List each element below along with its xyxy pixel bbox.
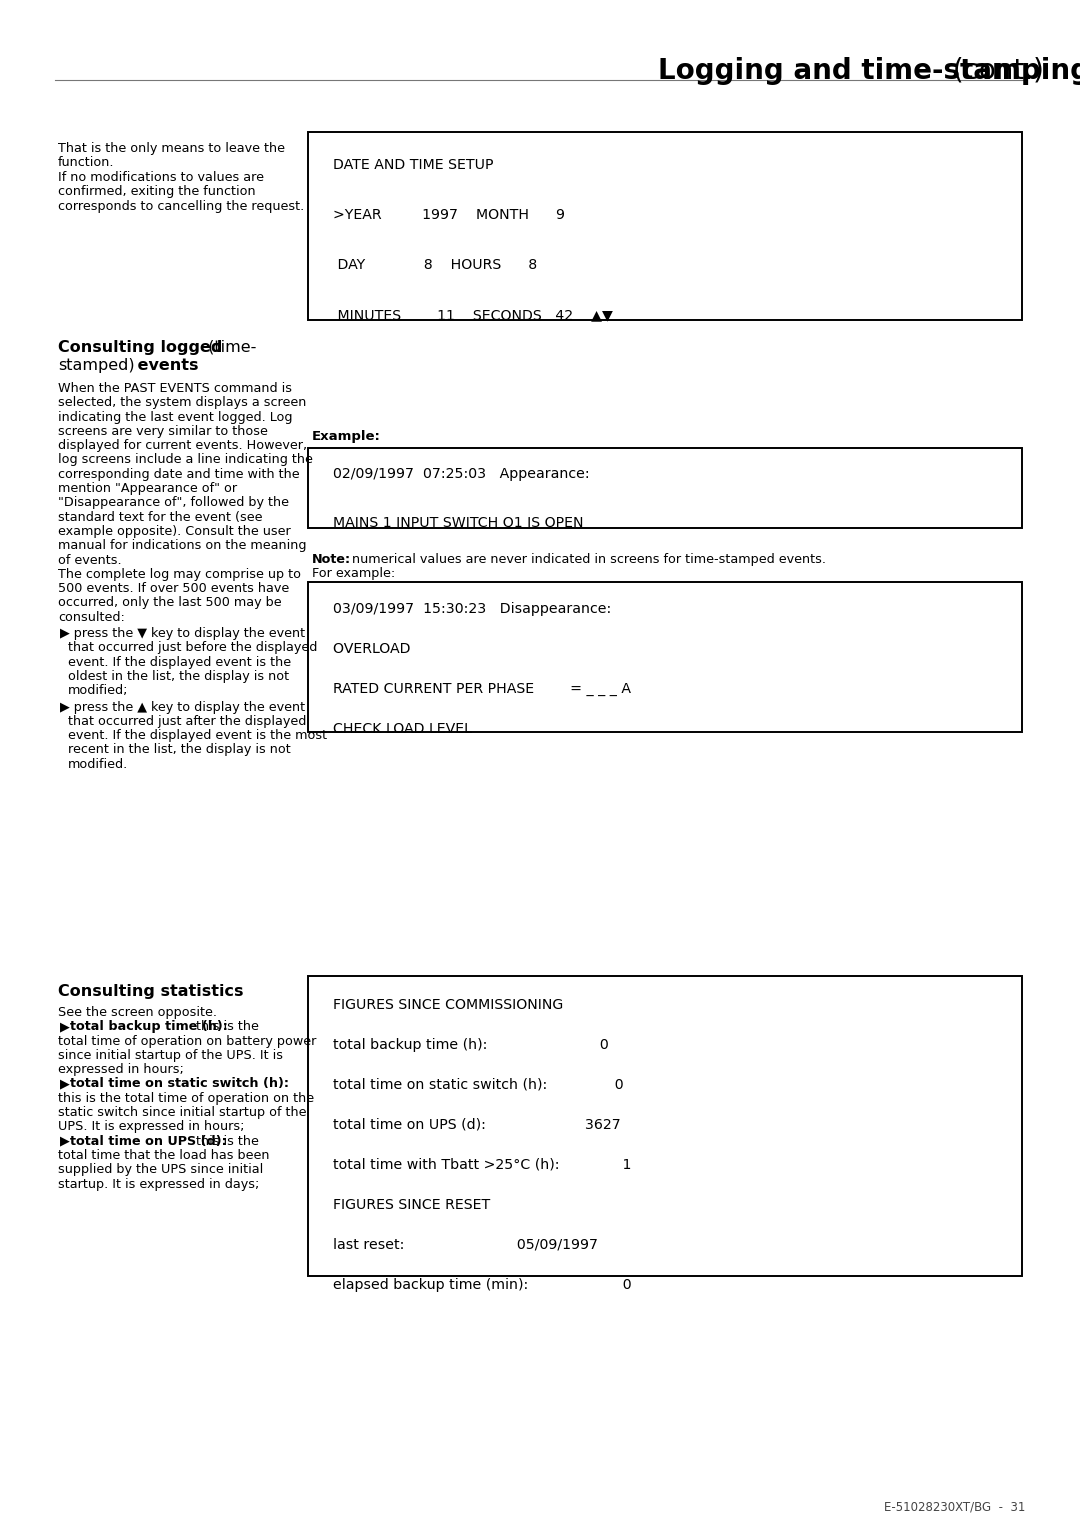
Text: of events.: of events. (58, 554, 122, 567)
Text: corresponding date and time with the: corresponding date and time with the (58, 467, 299, 481)
Bar (308, 131, 1022, 321)
Text: "Disappearance of", followed by the: "Disappearance of", followed by the (58, 496, 289, 510)
Text: example opposite). Consult the user: example opposite). Consult the user (58, 525, 291, 538)
Text: total time that the load has been: total time that the load has been (58, 1148, 270, 1162)
Text: oldest in the list, the display is not: oldest in the list, the display is not (68, 670, 289, 683)
Text: log screens include a line indicating the: log screens include a line indicating th… (58, 454, 313, 467)
Text: When the PAST EVENTS command is: When the PAST EVENTS command is (58, 382, 292, 395)
Text: since initial startup of the UPS. It is: since initial startup of the UPS. It is (58, 1049, 283, 1061)
Text: supplied by the UPS since initial: supplied by the UPS since initial (58, 1164, 264, 1176)
Text: this is the total time of operation on the: this is the total time of operation on t… (58, 1092, 314, 1106)
Text: occurred, only the last 500 may be: occurred, only the last 500 may be (58, 597, 282, 609)
Text: mention "Appearance of" or: mention "Appearance of" or (58, 483, 238, 495)
Text: 02/09/1997  07:25:03   Appearance:: 02/09/1997 07:25:03 Appearance: (324, 467, 590, 481)
Text: total time with Tbatt >25°C (h):              1: total time with Tbatt >25°C (h): 1 (324, 1157, 632, 1173)
Text: recent in the list, the display is not: recent in the list, the display is not (68, 744, 291, 756)
Text: Example:: Example: (312, 431, 381, 443)
Text: corresponds to cancelling the request.: corresponds to cancelling the request. (58, 200, 305, 212)
Text: Consulting logged: Consulting logged (58, 341, 222, 354)
Text: confirmed, exiting the function: confirmed, exiting the function (58, 185, 256, 199)
Text: static switch since initial startup of the: static switch since initial startup of t… (58, 1106, 307, 1119)
Text: total time on UPS (d):: total time on UPS (d): (70, 1135, 227, 1148)
Text: this is the: this is the (192, 1020, 259, 1034)
Text: Consulting statistics: Consulting statistics (58, 983, 243, 999)
Text: modified.: modified. (68, 757, 129, 771)
Text: Note:: Note: (312, 553, 351, 567)
Bar (308, 447, 1022, 528)
Text: FIGURES SINCE COMMISSIONING: FIGURES SINCE COMMISSIONING (324, 999, 564, 1012)
Text: 03/09/1997  15:30:23   Disappearance:: 03/09/1997 15:30:23 Disappearance: (324, 602, 611, 615)
Text: numerical values are never indicated in screens for time-stamped events.: numerical values are never indicated in … (348, 553, 826, 567)
Text: That is the only means to leave the: That is the only means to leave the (58, 142, 285, 156)
Text: (time-: (time- (203, 341, 256, 354)
Text: stamped): stamped) (58, 357, 135, 373)
Text: ▶ press the ▲ key to display the event: ▶ press the ▲ key to display the event (60, 701, 306, 713)
Text: ▶: ▶ (60, 1078, 70, 1090)
Text: startup. It is expressed in days;: startup. It is expressed in days; (58, 1177, 259, 1191)
Text: See the screen opposite.: See the screen opposite. (58, 1006, 217, 1019)
Text: DAY             8    HOURS      8: DAY 8 HOURS 8 (324, 258, 537, 272)
Text: MINUTES        11    SECONDS   42    ▲▼: MINUTES 11 SECONDS 42 ▲▼ (324, 308, 612, 322)
Text: >YEAR         1997    MONTH      9: >YEAR 1997 MONTH 9 (324, 208, 565, 221)
Text: total time on static switch (h):               0: total time on static switch (h): 0 (324, 1078, 623, 1092)
Text: FIGURES SINCE RESET: FIGURES SINCE RESET (324, 1199, 490, 1212)
Text: MAINS 1 INPUT SWITCH Q1 IS OPEN: MAINS 1 INPUT SWITCH Q1 IS OPEN (324, 515, 583, 528)
Text: ▶: ▶ (60, 1135, 70, 1148)
Text: this is the: this is the (192, 1135, 259, 1148)
Text: elapsed backup time (min):                     0: elapsed backup time (min): 0 (324, 1278, 632, 1292)
Text: OVERLOAD: OVERLOAD (324, 641, 410, 657)
Text: total time on UPS (d):                      3627: total time on UPS (d): 3627 (324, 1118, 621, 1132)
Text: For example:: For example: (312, 568, 395, 580)
Text: UPS. It is expressed in hours;: UPS. It is expressed in hours; (58, 1121, 244, 1133)
Text: CHECK LOAD LEVEL: CHECK LOAD LEVEL (324, 722, 472, 736)
Text: E-51028230XT/BG  -  31: E-51028230XT/BG - 31 (883, 1500, 1025, 1513)
Text: last reset:                         05/09/1997: last reset: 05/09/1997 (324, 1238, 598, 1252)
Bar (308, 582, 1022, 731)
Text: (cont.): (cont.) (944, 56, 1044, 86)
Bar (308, 976, 1022, 1277)
Text: that occurred just after the displayed: that occurred just after the displayed (68, 715, 307, 728)
Text: total backup time (h):                         0: total backup time (h): 0 (324, 1038, 609, 1052)
Text: If no modifications to values are: If no modifications to values are (58, 171, 264, 183)
Text: modified;: modified; (68, 684, 129, 698)
Text: screens are very similar to those: screens are very similar to those (58, 425, 268, 438)
Text: total time of operation on battery power: total time of operation on battery power (58, 1035, 316, 1048)
Text: function.: function. (58, 156, 114, 169)
Text: event. If the displayed event is the most: event. If the displayed event is the mos… (68, 730, 327, 742)
Text: events: events (132, 357, 199, 373)
Text: 500 events. If over 500 events have: 500 events. If over 500 events have (58, 582, 289, 596)
Text: indicating the last event logged. Log: indicating the last event logged. Log (58, 411, 293, 423)
Text: RATED CURRENT PER PHASE        = _ _ _ A: RATED CURRENT PER PHASE = _ _ _ A (324, 683, 631, 696)
Text: DATE AND TIME SETUP: DATE AND TIME SETUP (324, 157, 494, 173)
Text: expressed in hours;: expressed in hours; (58, 1063, 184, 1077)
Text: Logging and time-stamping: Logging and time-stamping (658, 56, 1080, 86)
Text: consulted:: consulted: (58, 611, 125, 625)
Text: total time on static switch (h):: total time on static switch (h): (70, 1078, 289, 1090)
Text: displayed for current events. However,: displayed for current events. However, (58, 440, 307, 452)
Text: selected, the system displays a screen: selected, the system displays a screen (58, 397, 307, 409)
Text: event. If the displayed event is the: event. If the displayed event is the (68, 655, 292, 669)
Text: manual for indications on the meaning: manual for indications on the meaning (58, 539, 307, 553)
Text: standard text for the event (see: standard text for the event (see (58, 510, 262, 524)
Text: ▶: ▶ (60, 1020, 70, 1034)
Text: total backup time (h):: total backup time (h): (70, 1020, 228, 1034)
Text: that occurred just before the displayed: that occurred just before the displayed (68, 641, 318, 655)
Text: ▶ press the ▼ key to display the event: ▶ press the ▼ key to display the event (60, 628, 306, 640)
Text: The complete log may comprise up to: The complete log may comprise up to (58, 568, 301, 580)
